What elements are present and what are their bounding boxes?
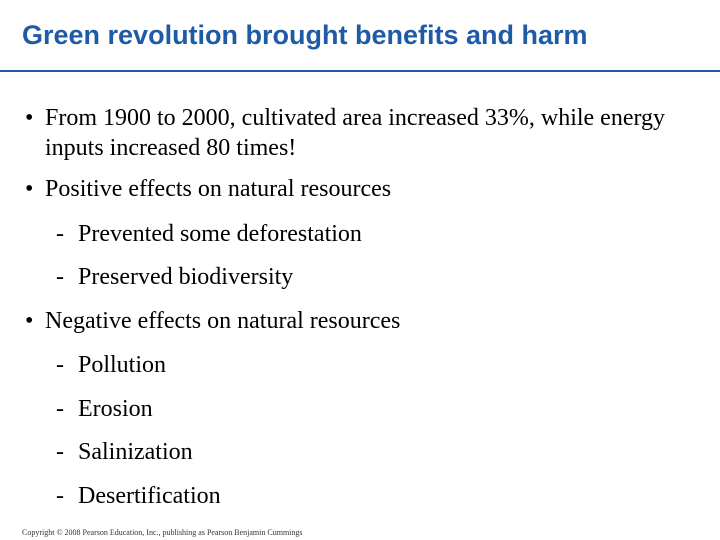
sub-item: - Salinization — [56, 437, 193, 467]
sub-item: - Pollution — [56, 350, 166, 380]
bullet-item: • Negative effects on natural resources — [25, 306, 695, 336]
sub-dash: - — [56, 396, 64, 422]
sub-dash: - — [56, 439, 64, 465]
bullet-text: Negative effects on natural resources — [45, 308, 401, 334]
sub-text: Desertification — [78, 483, 221, 509]
sub-text: Prevented some deforestation — [78, 221, 362, 247]
slide-title: Green revolution brought benefits and ha… — [22, 20, 588, 50]
sub-item: - Preserved biodiversity — [56, 262, 293, 292]
sub-text: Preserved biodiversity — [78, 264, 294, 290]
bullet-item: • Positive effects on natural resources — [25, 174, 695, 204]
sub-dash: - — [56, 221, 64, 247]
copyright-notice: Copyright © 2008 Pearson Education, Inc.… — [22, 528, 303, 537]
sub-text: Salinization — [78, 439, 193, 465]
sub-item: - Desertification — [56, 481, 221, 511]
sub-text: Pollution — [78, 352, 167, 378]
sub-text: Erosion — [78, 396, 153, 422]
bullet-dot: • — [25, 105, 34, 131]
bullet-text: Positive effects on natural resources — [45, 176, 392, 202]
sub-dash: - — [56, 352, 64, 378]
sub-item: - Prevented some deforestation — [56, 219, 362, 249]
bullet-dot: • — [25, 176, 34, 202]
sub-dash: - — [56, 483, 64, 509]
sub-item: - Erosion — [56, 394, 153, 424]
bullet-item: • From 1900 to 2000, cultivated area inc… — [25, 103, 695, 163]
bullet-dot: • — [25, 308, 34, 334]
sub-dash: - — [56, 264, 64, 290]
bullet-text: From 1900 to 2000, cultivated area incre… — [45, 105, 666, 161]
title-divider — [0, 70, 720, 72]
